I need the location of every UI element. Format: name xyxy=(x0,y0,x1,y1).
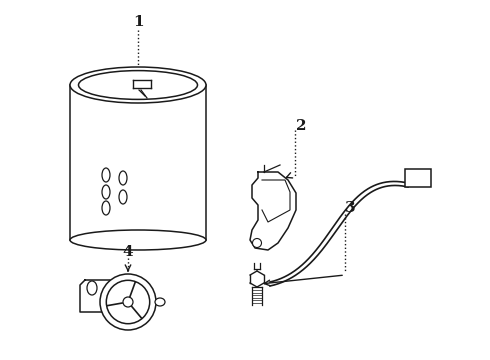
Ellipse shape xyxy=(102,185,110,199)
Text: 1: 1 xyxy=(133,15,143,29)
Ellipse shape xyxy=(70,67,206,103)
FancyBboxPatch shape xyxy=(405,169,431,187)
Ellipse shape xyxy=(100,274,156,330)
Ellipse shape xyxy=(102,168,110,182)
Text: 2: 2 xyxy=(296,119,306,133)
Ellipse shape xyxy=(106,280,150,324)
Ellipse shape xyxy=(87,281,97,295)
Text: 4: 4 xyxy=(122,245,133,259)
Ellipse shape xyxy=(155,298,165,306)
Ellipse shape xyxy=(119,190,127,204)
Text: 3: 3 xyxy=(344,201,355,215)
Ellipse shape xyxy=(102,201,110,215)
Ellipse shape xyxy=(119,171,127,185)
Ellipse shape xyxy=(70,230,206,250)
Ellipse shape xyxy=(78,71,197,99)
Ellipse shape xyxy=(252,238,262,248)
Ellipse shape xyxy=(123,297,133,307)
